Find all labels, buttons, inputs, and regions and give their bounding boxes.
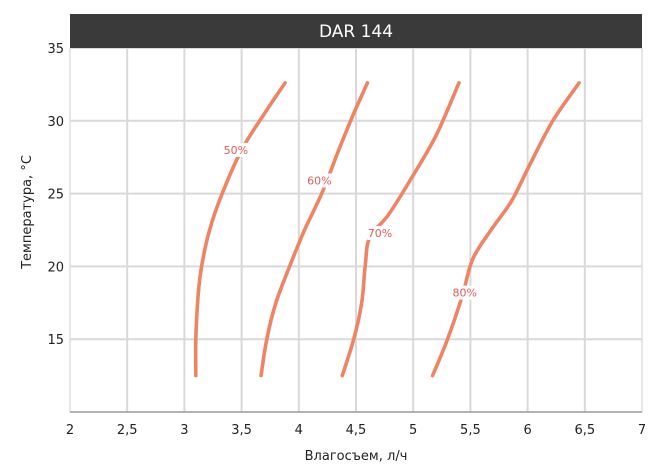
series-label: 70% — [368, 227, 392, 240]
title-bar — [70, 14, 642, 48]
x-tick-label: 2,5 — [117, 423, 138, 438]
series-line-50-percent — [193, 81, 287, 378]
series-labels: 50% 60% 70% 80% — [223, 142, 478, 300]
y-axis-label: Температура, °С — [20, 155, 35, 270]
x-axis-label: Влагосъем, л/ч — [305, 449, 408, 464]
series-line-60-percent — [259, 81, 370, 378]
series-label: 50% — [224, 144, 248, 157]
y-tick-label: 15 — [47, 333, 64, 348]
x-tick-label: 3,5 — [231, 423, 252, 438]
series-label: 60% — [307, 174, 331, 187]
y-tick-label: 25 — [47, 188, 64, 203]
x-tick-label: 4,5 — [346, 423, 367, 438]
series-label-background — [367, 225, 393, 240]
series-group — [193, 81, 581, 378]
x-tick-label: 5 — [409, 423, 417, 438]
axes: 2 2,5 3 3,5 4 4,5 5 5,5 6 6,5 7 15 20 25 30 35 — [47, 42, 646, 438]
series-label-background — [306, 173, 333, 188]
y-tick-label: 20 — [47, 260, 64, 275]
chart-title: DAR 144 — [319, 22, 393, 42]
series-label-background — [451, 285, 478, 300]
series-label-background — [223, 142, 249, 157]
x-tick-label: 2 — [66, 423, 74, 438]
x-tick-label: 3 — [180, 423, 188, 438]
y-tick-label: 30 — [47, 115, 64, 130]
y-tick-label: 35 — [47, 42, 64, 57]
x-tick-label: 4 — [295, 423, 303, 438]
x-tick-label: 7 — [638, 423, 646, 438]
x-tick-label: 5,5 — [460, 423, 481, 438]
x-tick-label: 6,5 — [574, 423, 595, 438]
x-tick-label: 6 — [523, 423, 531, 438]
series-line-80-percent — [430, 81, 581, 378]
series-label: 80% — [452, 287, 476, 300]
